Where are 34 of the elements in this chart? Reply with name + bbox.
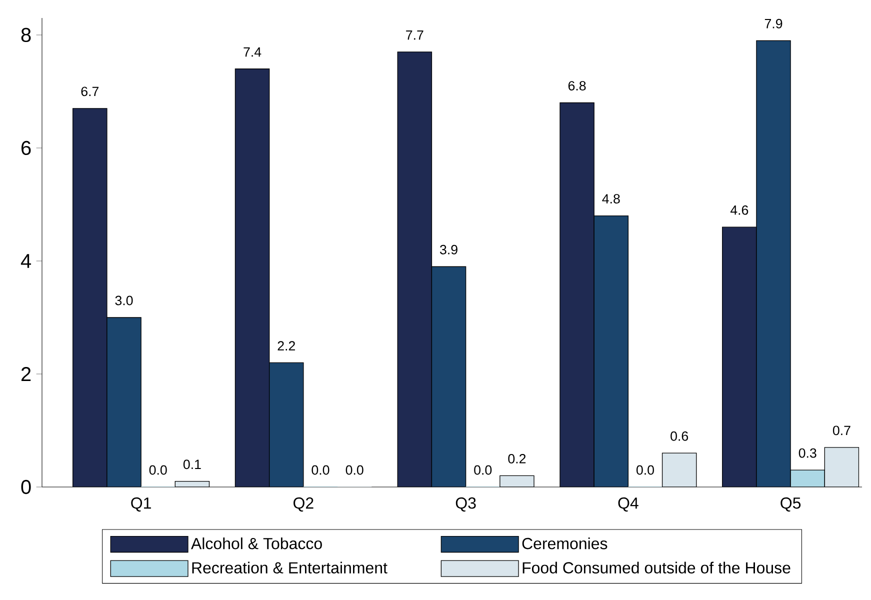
data-label: 7.9 — [764, 18, 782, 28]
data-label: 0.3 — [798, 448, 816, 458]
data-label: 3.0 — [115, 296, 133, 306]
data-label: 0.1 — [183, 460, 201, 470]
x-tick-label: Q3 — [456, 497, 476, 512]
data-label: 0.6 — [670, 431, 688, 441]
data-label: 0.0 — [149, 465, 167, 475]
data-label: 2.2 — [278, 341, 295, 350]
data-label: 6.8 — [568, 81, 586, 90]
data-label: 7.4 — [244, 47, 262, 57]
data-label: 0.7 — [832, 426, 850, 436]
y-tick-label: 4 — [20, 254, 32, 268]
x-tick-label: Q4 — [618, 497, 638, 512]
legend-label: Recreation & Entertainment — [192, 562, 388, 574]
data-label: 6.7 — [81, 86, 99, 96]
y-tick-label: 8 — [21, 28, 31, 42]
data-label: 0.0 — [312, 465, 330, 475]
legend-label: Food Consumed outside of the House — [522, 562, 790, 574]
legend-label: Alcohol & Tobacco — [191, 537, 322, 550]
y-tick-label: 0 — [21, 480, 31, 494]
data-label: 7.7 — [406, 30, 424, 40]
data-label: 4.6 — [730, 205, 748, 215]
data-label: 0.2 — [508, 454, 526, 464]
data-label: 3.9 — [440, 244, 458, 254]
data-label: 0.0 — [636, 465, 654, 475]
y-tick-label: 6 — [22, 140, 31, 156]
x-tick-label: Q2 — [294, 497, 314, 512]
x-tick-label: Q5 — [780, 497, 801, 512]
x-tick-label: Q1 — [131, 497, 151, 512]
legend-label: Ceremonies — [522, 537, 608, 550]
data-label: 0.0 — [346, 465, 364, 475]
data-label: 4.8 — [602, 194, 620, 204]
y-tick-label: 2 — [21, 367, 31, 381]
data-label: 0.0 — [474, 465, 492, 475]
